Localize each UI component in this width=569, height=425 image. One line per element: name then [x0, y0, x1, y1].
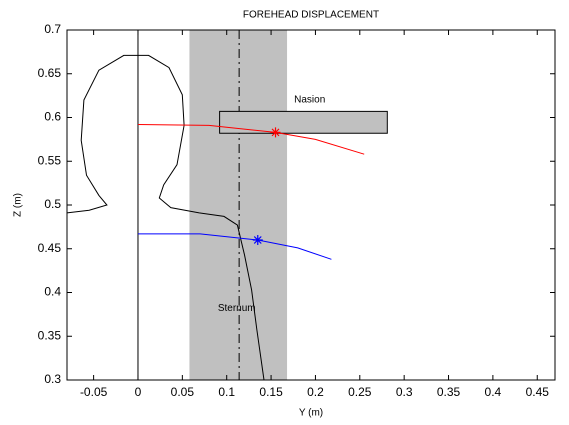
y-tick-label: 0.45	[38, 241, 62, 255]
x-tick-label: 0.4	[485, 385, 502, 399]
y-tick-label: 0.65	[38, 66, 62, 80]
y-tick-label: 0.6	[44, 110, 61, 124]
y-tick-label: 0.7	[44, 22, 61, 36]
x-tick-label: 0.3	[396, 385, 413, 399]
x-tick-label: 0.35	[437, 385, 461, 399]
x-tick-label: -0.05	[80, 385, 108, 399]
y-tick-label: 0.4	[44, 285, 61, 299]
band	[189, 30, 288, 380]
y-tick-label: 0.3	[44, 372, 61, 386]
series-line	[67, 54, 265, 380]
annotation: Sternum	[218, 303, 256, 314]
x-tick-label: 0.15	[259, 385, 283, 399]
x-axis-label: Y (m)	[299, 408, 323, 419]
y-axis-label: Z (m)	[13, 193, 24, 217]
star-marker	[270, 127, 281, 138]
y-tick-label: 0.35	[38, 328, 62, 342]
x-tick-label: 0.25	[348, 385, 372, 399]
annotation: Nasion	[294, 95, 325, 106]
x-tick-label: 0	[135, 385, 142, 399]
x-tick-label: 0.45	[526, 385, 550, 399]
nasion-box	[219, 110, 388, 134]
y-tick-label: 0.55	[38, 153, 62, 167]
star-marker	[252, 235, 263, 245]
y-tick-label: 0.5	[44, 197, 61, 211]
x-tick-label: 0.1	[218, 385, 235, 399]
x-tick-label: 0.2	[307, 385, 324, 399]
chart-title: FOREHEAD DISPLACEMENT	[243, 10, 379, 21]
x-tick-label: 0.05	[171, 385, 195, 399]
